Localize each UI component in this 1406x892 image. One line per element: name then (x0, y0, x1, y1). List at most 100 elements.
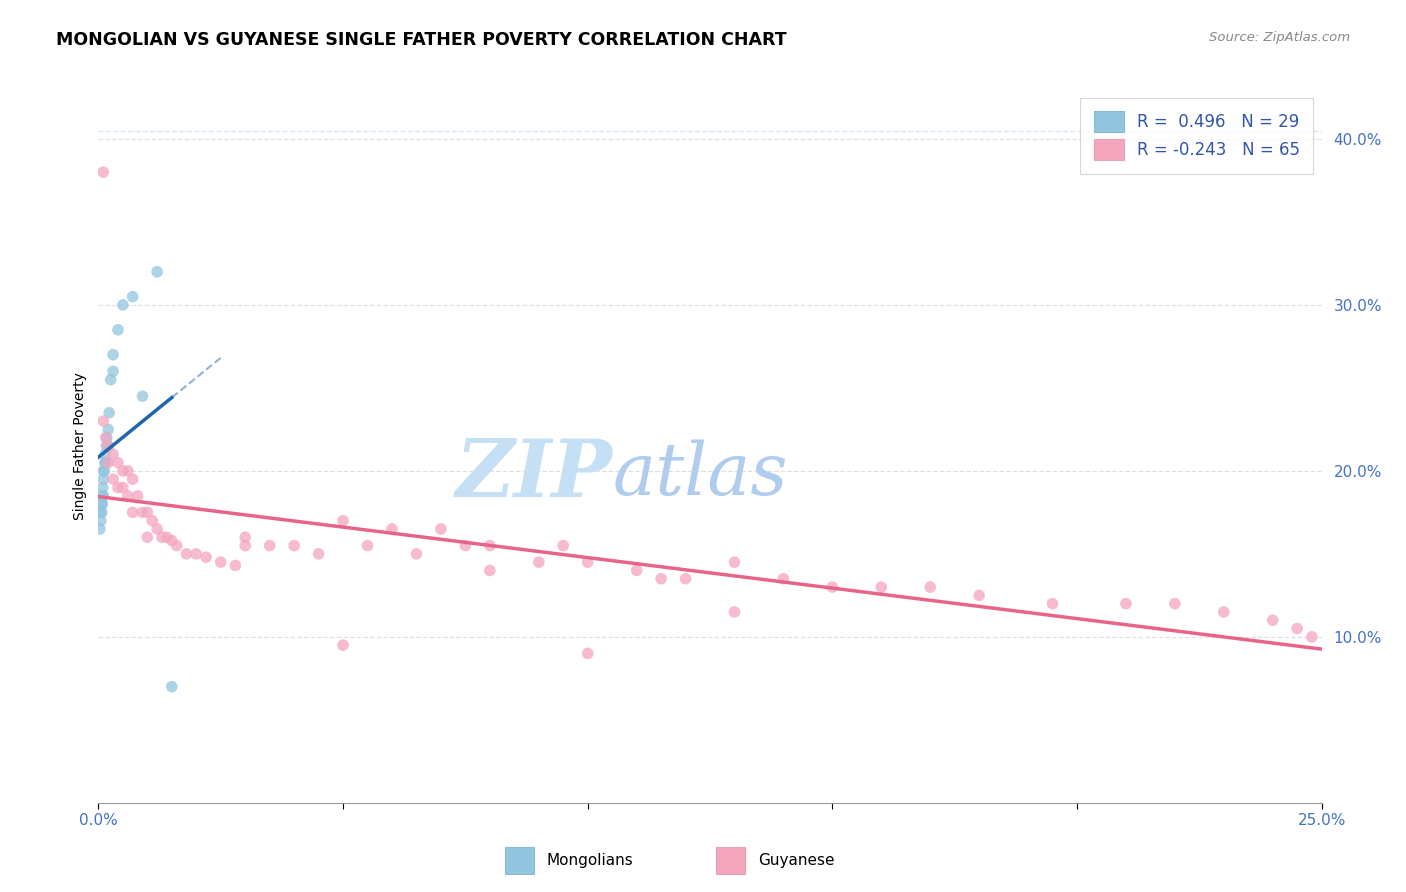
Point (675, 572, 697, 586)
Point (430, 522, 453, 536)
Point (101, 447, 124, 461)
Point (478, 564, 501, 578)
Point (111, 481, 134, 495)
Point (478, 539, 501, 553)
Point (111, 464, 134, 478)
Point (1115, 597, 1137, 611)
Text: Mongolians: Mongolians (547, 854, 634, 868)
Point (121, 290, 143, 304)
Point (117, 464, 139, 478)
FancyBboxPatch shape (505, 847, 534, 874)
Point (96, 431, 118, 445)
Point (160, 680, 183, 694)
Point (91, 472, 114, 486)
Point (576, 647, 599, 661)
Point (195, 550, 218, 565)
Point (576, 555, 599, 569)
Point (98, 406, 121, 420)
Point (160, 533, 183, 548)
Point (356, 539, 378, 553)
Point (1301, 630, 1323, 644)
Point (650, 572, 672, 586)
Text: ZIP: ZIP (456, 436, 612, 513)
Text: MONGOLIAN VS GUYANESE SINGLE FATHER POVERTY CORRELATION CHART: MONGOLIAN VS GUYANESE SINGLE FATHER POVE… (56, 31, 787, 49)
Point (308, 547, 330, 561)
Point (94, 447, 117, 461)
Text: Source: ZipAtlas.com: Source: ZipAtlas.com (1209, 31, 1350, 45)
Y-axis label: Single Father Poverty: Single Father Poverty (73, 372, 87, 520)
Point (1286, 622, 1309, 636)
Point (91, 481, 114, 495)
Point (186, 547, 208, 561)
Point (553, 539, 575, 553)
Point (94, 431, 117, 445)
Text: atlas: atlas (612, 439, 787, 510)
Point (283, 539, 305, 553)
Point (146, 265, 169, 279)
Point (90, 514, 112, 528)
Point (91, 489, 114, 503)
Point (89, 522, 111, 536)
Point (97, 422, 120, 436)
Point (100, 373, 122, 387)
Point (131, 389, 153, 403)
Point (101, 348, 124, 362)
FancyBboxPatch shape (716, 847, 745, 874)
Point (131, 505, 153, 519)
Point (94, 456, 117, 470)
Point (381, 522, 404, 536)
Point (870, 580, 893, 594)
Point (96, 439, 118, 453)
Point (101, 472, 124, 486)
Point (101, 364, 124, 378)
Point (723, 555, 745, 569)
Point (91, 464, 114, 478)
Point (626, 564, 648, 578)
Point (117, 489, 139, 503)
Point (93, 464, 115, 478)
Point (136, 530, 159, 544)
Legend: R =  0.496   N = 29, R = -0.243   N = 65: R = 0.496 N = 29, R = -0.243 N = 65 (1080, 97, 1313, 174)
Point (723, 605, 745, 619)
Point (136, 505, 159, 519)
Point (233, 530, 256, 544)
Point (176, 547, 198, 561)
Point (233, 539, 256, 553)
Point (454, 539, 477, 553)
Point (146, 522, 169, 536)
Point (1164, 597, 1187, 611)
Point (405, 547, 427, 561)
Point (821, 580, 844, 594)
Point (127, 489, 149, 503)
Point (91, 414, 114, 428)
Point (121, 472, 143, 486)
Point (89, 505, 111, 519)
Point (97, 439, 120, 453)
Point (97, 439, 120, 453)
Point (107, 481, 129, 495)
Point (91, 165, 114, 179)
Point (111, 298, 134, 312)
Point (166, 539, 188, 553)
Point (97, 456, 120, 470)
Point (121, 505, 143, 519)
Point (90, 497, 112, 511)
Point (209, 555, 232, 569)
Point (332, 638, 354, 652)
Point (920, 580, 942, 594)
Point (967, 588, 990, 602)
Text: Guyanese: Guyanese (758, 854, 834, 868)
Point (332, 514, 354, 528)
Point (107, 323, 129, 337)
Point (224, 558, 246, 573)
Point (90, 505, 112, 519)
Point (141, 514, 163, 528)
Point (1261, 613, 1284, 627)
Point (527, 555, 550, 569)
Point (91, 489, 114, 503)
Point (94, 456, 117, 470)
Point (156, 530, 179, 544)
Point (772, 572, 794, 586)
Point (1212, 605, 1234, 619)
Point (91, 497, 114, 511)
